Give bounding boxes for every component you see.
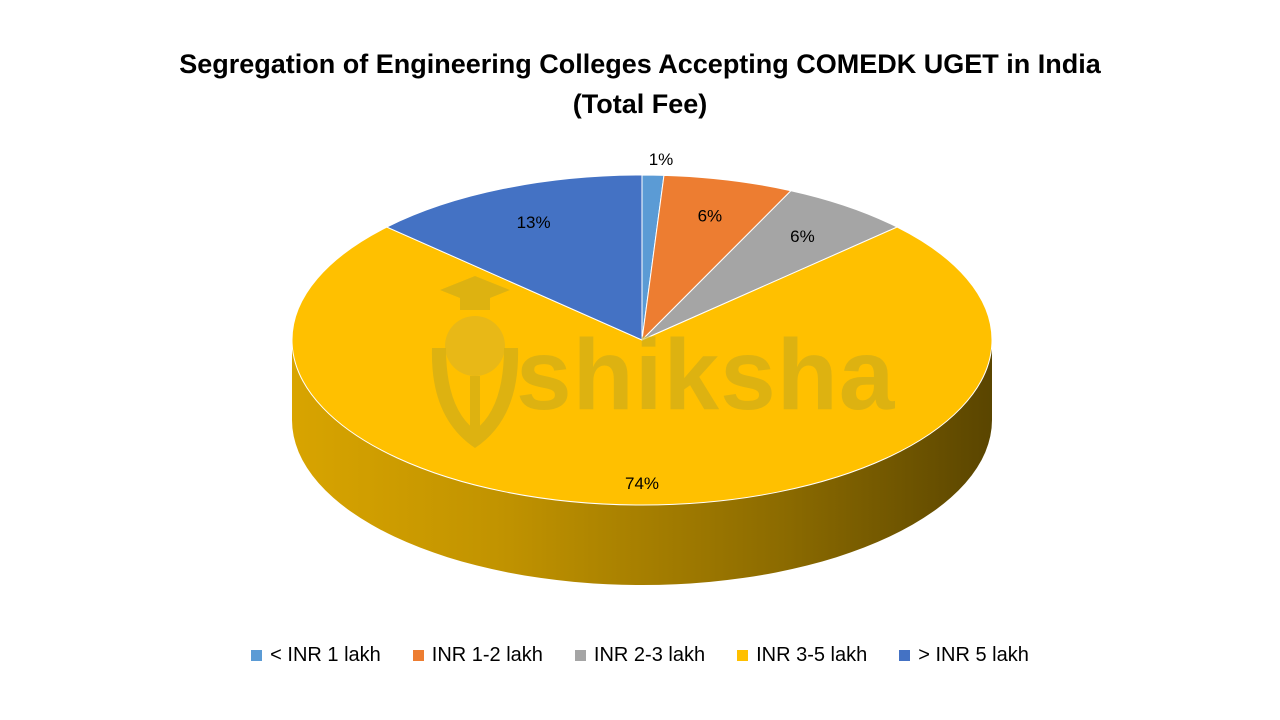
pie-data-label: 1% [649, 150, 674, 169]
legend-item: < INR 1 lakh [251, 644, 381, 667]
pie-data-label: 13% [517, 213, 551, 232]
chart-title: Segregation of Engineering Colleges Acce… [0, 44, 1280, 124]
legend-item: > INR 5 lakh [899, 644, 1029, 667]
legend-label: > INR 5 lakh [918, 644, 1029, 666]
pie-slice [641, 174, 793, 342]
pie-slice [385, 174, 643, 341]
pie-side-wall-path [292, 340, 992, 585]
legend-swatch [251, 650, 263, 661]
legend-label: INR 3-5 lakh [756, 644, 868, 666]
pie-slices [291, 174, 993, 506]
legend-swatch [412, 650, 424, 661]
legend-label: INR 2-3 lakh [593, 644, 706, 666]
chart-legend: < INR 1 lakh INR 1-2 lakh INR 2-3 lakh I… [0, 644, 1280, 667]
pie-data-label: 6% [790, 227, 815, 246]
legend-swatch [899, 650, 911, 661]
pie-labels: 1% 6% 6% 74% 13% [517, 150, 815, 493]
pie-side-wall [292, 340, 992, 585]
legend-item: INR 2-3 lakh [574, 644, 706, 667]
chart-title-line-2: (Total Fee) [572, 89, 708, 119]
chart-title-line-1: Segregation of Engineering Colleges Acce… [179, 49, 1101, 79]
legend-label: INR 1-2 lakh [431, 644, 543, 666]
legend-label: < INR 1 lakh [270, 644, 381, 666]
legend-swatch [737, 650, 749, 661]
legend-swatch [574, 650, 586, 661]
pie-slice [641, 190, 899, 341]
pie-data-label: 6% [698, 206, 723, 225]
legend-item: INR 3-5 lakh [737, 644, 867, 667]
legend-item: INR 1-2 lakh [412, 644, 543, 667]
pie-data-label: 74% [625, 474, 659, 493]
